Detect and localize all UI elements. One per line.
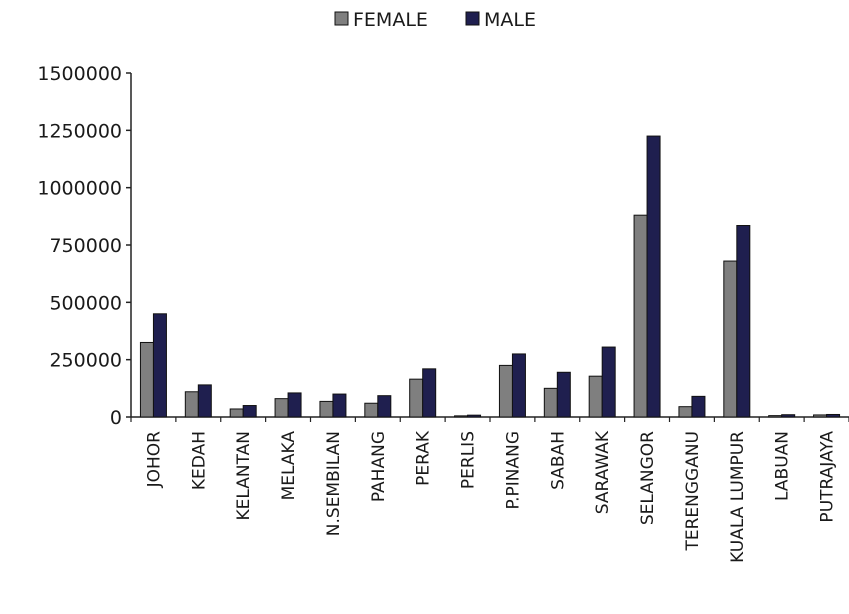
- bar-male-kuala-lumpur: [736, 225, 751, 418]
- legend-swatch-male: [465, 11, 480, 26]
- bar-female-pahang: [364, 402, 379, 418]
- category-label-kuala-lumpur: KUALA LUMPUR: [728, 431, 748, 563]
- bar-female-kedah: [184, 391, 199, 418]
- bar-male-n-sembilan: [332, 393, 347, 418]
- category-label-labuan: LABUAN: [773, 431, 793, 501]
- bar-male-pahang: [377, 395, 392, 418]
- bar-female-p-pinang: [498, 364, 513, 418]
- bar-male-johor: [152, 313, 167, 418]
- legend-label-male: MALE: [484, 9, 536, 31]
- bar-female-kuala-lumpur: [723, 260, 738, 418]
- bar-male-perak: [422, 368, 437, 418]
- bar-female-kelantan: [229, 408, 244, 418]
- bar-male-putrajaya: [826, 413, 841, 418]
- category-label-sabah: SABAH: [548, 431, 568, 490]
- y-tick-label: 1000000: [37, 178, 122, 200]
- bar-female-johor: [139, 341, 154, 418]
- bar-male-melaka: [287, 392, 302, 418]
- category-label-sarawak: SARAWAK: [593, 430, 613, 514]
- bar-male-selangor: [646, 135, 661, 418]
- bar-male-sarawak: [601, 346, 616, 418]
- y-tick-label: 1500000: [37, 63, 122, 85]
- legend: FEMALE MALE: [334, 9, 536, 31]
- x-axis: JOHOR KEDAH KELANTAN MELAKA N.SEMBILAN PAHANG…: [130, 416, 849, 563]
- category-label-melaka: MELAKA: [279, 431, 299, 501]
- category-label-kelantan: KELANTAN: [234, 431, 254, 521]
- bar-female-terengganu: [678, 406, 693, 418]
- y-tick-label: 250000: [49, 350, 122, 372]
- bar-female-sarawak: [588, 375, 603, 418]
- bar-male-kelantan: [242, 405, 257, 418]
- legend-label-female: FEMALE: [353, 9, 428, 31]
- bar-female-putrajaya: [813, 414, 828, 418]
- bar-male-sabah: [556, 371, 571, 418]
- category-label-kedah: KEDAH: [189, 431, 209, 490]
- category-label-terengganu: TERENGGANU: [683, 431, 703, 552]
- legend-swatch-female: [334, 11, 349, 26]
- category-label-perlis: PERLIS: [459, 431, 479, 489]
- bar-female-melaka: [274, 398, 289, 418]
- y-axis: 0 250000 500000 750000 1000000 1250000 1500000: [37, 63, 132, 429]
- bars: [139, 135, 841, 418]
- y-tick-label: 750000: [49, 235, 122, 257]
- category-label-johor: JOHOR: [144, 431, 164, 489]
- bar-male-kedah: [197, 384, 212, 418]
- y-tick-label: 500000: [49, 292, 122, 314]
- category-label-n-sembilan: N.SEMBILAN: [324, 431, 344, 536]
- category-label-p-pinang: P.PINANG: [503, 431, 523, 510]
- bar-female-sabah: [543, 387, 558, 418]
- bar-male-labuan: [781, 414, 796, 418]
- category-label-selangor: SELANGOR: [638, 431, 658, 525]
- bar-female-labuan: [768, 415, 783, 418]
- bar-male-terengganu: [691, 395, 706, 418]
- category-label-putrajaya: PUTRAJAYA: [818, 431, 838, 523]
- category-label-pahang: PAHANG: [369, 431, 389, 502]
- bar-female-n-sembilan: [319, 400, 334, 418]
- y-tick-label: 1250000: [37, 120, 122, 142]
- bar-female-selangor: [633, 214, 648, 418]
- bar-female-perlis: [454, 415, 469, 418]
- bar-male-perlis: [467, 414, 482, 418]
- bar-female-perak: [409, 378, 424, 418]
- y-tick-label: 0: [110, 407, 122, 429]
- bar-male-p-pinang: [511, 353, 526, 418]
- category-label-perak: PERAK: [414, 430, 434, 486]
